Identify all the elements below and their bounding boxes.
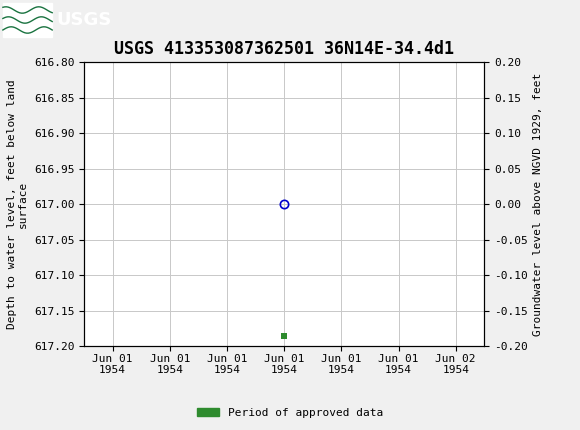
Text: USGS: USGS xyxy=(57,11,112,29)
Y-axis label: Depth to water level, feet below land
surface: Depth to water level, feet below land su… xyxy=(7,80,28,329)
Bar xyxy=(3,3,52,37)
Y-axis label: Groundwater level above NGVD 1929, feet: Groundwater level above NGVD 1929, feet xyxy=(534,73,543,336)
Legend: Period of approved data: Period of approved data xyxy=(193,403,387,422)
Title: USGS 413353087362501 36N14E-34.4d1: USGS 413353087362501 36N14E-34.4d1 xyxy=(114,40,454,58)
